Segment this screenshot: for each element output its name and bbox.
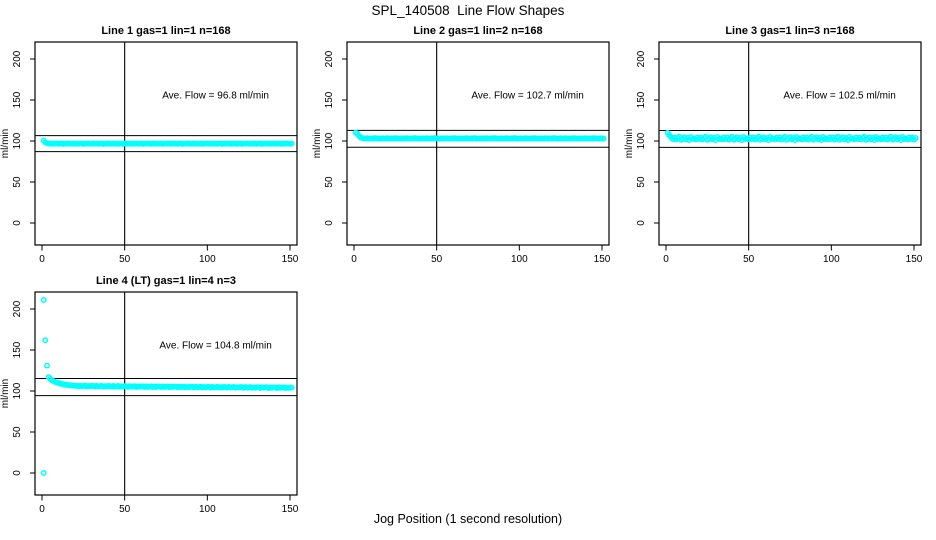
y-axis-title: ml/min xyxy=(624,129,635,158)
y-tick-label: 50 xyxy=(12,176,23,188)
y-tick-label: 0 xyxy=(12,220,23,226)
panel-svg: Line 4 (LT) gas=1 lin=4 n=3 0 50 100 150 200 m… xyxy=(0,275,299,515)
chart-main-title: SPL_140508 Line Flow Shapes xyxy=(371,3,565,18)
y-tick-label: 100 xyxy=(12,382,23,399)
ave-flow-label: Ave. Flow = 102.7 ml/min xyxy=(471,90,583,101)
data-point xyxy=(42,337,49,344)
x-tick-label: 100 xyxy=(199,254,216,265)
y-tick-label: 150 xyxy=(636,91,647,108)
data-point xyxy=(600,135,607,142)
x-tick-label: 0 xyxy=(663,254,669,265)
y-tick-label: 50 xyxy=(324,176,335,188)
plot-border xyxy=(34,291,298,496)
panel-title: Line 1 gas=1 lin=1 n=168 xyxy=(101,25,230,37)
y-tick-label: 200 xyxy=(12,50,23,67)
x-tick-label: 50 xyxy=(743,254,755,265)
y-tick-label: 200 xyxy=(324,50,335,67)
panel-line-4-chart: Line 4 (LT) gas=1 lin=4 n=3 0 50 100 150 200 m… xyxy=(0,270,312,520)
y-tick-label: 200 xyxy=(12,300,23,317)
y-tick-label: 50 xyxy=(12,426,23,438)
y-tick-label: 150 xyxy=(12,91,23,108)
y-tick-label: 100 xyxy=(636,132,647,149)
x-tick-label: 100 xyxy=(511,254,528,265)
y-tick-label: 50 xyxy=(636,176,647,188)
y-tick-label: 0 xyxy=(12,470,23,476)
data-point xyxy=(288,384,295,391)
plot-border xyxy=(346,41,610,246)
ave-flow-label: Ave. Flow = 104.8 ml/min xyxy=(159,340,271,351)
ave-flow-label: Ave. Flow = 102.5 ml/min xyxy=(783,90,895,101)
y-axis-title: ml/min xyxy=(0,129,11,158)
y-tick-label: 150 xyxy=(12,341,23,358)
panel-line-1-chart: Line 1 gas=1 lin=1 n=168 0 50 100 150 200 ml/m… xyxy=(0,20,312,270)
panel-svg: Line 3 gas=1 lin=3 n=168 0 50 100 150 200 ml/m… xyxy=(624,25,923,265)
x-tick-label: 150 xyxy=(906,254,923,265)
x-tick-label: 0 xyxy=(39,254,45,265)
chart-xlabel: Jog Position (1 second resolution) xyxy=(373,512,563,526)
x-tick-label: 50 xyxy=(119,254,131,265)
data-point xyxy=(912,135,919,141)
data-point xyxy=(44,362,50,369)
panel-svg: Line 2 gas=1 lin=2 n=168 0 50 100 150 200 ml/m… xyxy=(312,25,611,265)
y-tick-label: 100 xyxy=(324,132,335,149)
panel-title: Line 3 gas=1 lin=3 n=168 xyxy=(725,25,854,37)
panel-line-3-chart: Line 3 gas=1 lin=3 n=168 0 50 100 150 200 ml/m… xyxy=(624,20,936,270)
data-point xyxy=(288,140,295,147)
x-tick-label: 0 xyxy=(351,254,357,265)
x-tick-label: 0 xyxy=(39,504,45,515)
data-points xyxy=(40,297,295,476)
x-tick-label: 50 xyxy=(119,504,131,515)
y-tick-label: 200 xyxy=(636,50,647,67)
y-tick-label: 150 xyxy=(324,91,335,108)
panel-line-2-chart: Line 2 gas=1 lin=2 n=168 0 50 100 150 200 ml/m… xyxy=(312,20,624,270)
x-tick-label: 150 xyxy=(282,504,299,515)
y-tick-label: 100 xyxy=(12,132,23,149)
data-point xyxy=(40,297,47,303)
x-tick-label: 100 xyxy=(823,254,840,265)
x-tick-label: 100 xyxy=(199,504,216,515)
ave-flow-label: Ave. Flow = 96.8 ml/min xyxy=(162,90,269,101)
data-points xyxy=(40,137,295,147)
data-points xyxy=(352,129,607,142)
data-points xyxy=(664,129,919,143)
y-axis-title: ml/min xyxy=(312,129,323,158)
x-tick-label: 150 xyxy=(594,254,611,265)
y-axis-title: ml/min xyxy=(0,379,11,408)
panel-title: Line 4 (LT) gas=1 lin=4 n=3 xyxy=(96,275,236,287)
panel-svg: Line 1 gas=1 lin=1 n=168 0 50 100 150 200 ml/m… xyxy=(0,25,299,265)
x-tick-label: 150 xyxy=(282,254,299,265)
x-tick-label: 50 xyxy=(431,254,443,265)
data-point xyxy=(40,470,47,476)
plot-border xyxy=(34,41,298,246)
y-tick-label: 0 xyxy=(324,220,335,226)
plot-border xyxy=(658,41,922,246)
panel-title: Line 2 gas=1 lin=2 n=168 xyxy=(413,25,542,37)
y-tick-label: 0 xyxy=(636,220,647,226)
